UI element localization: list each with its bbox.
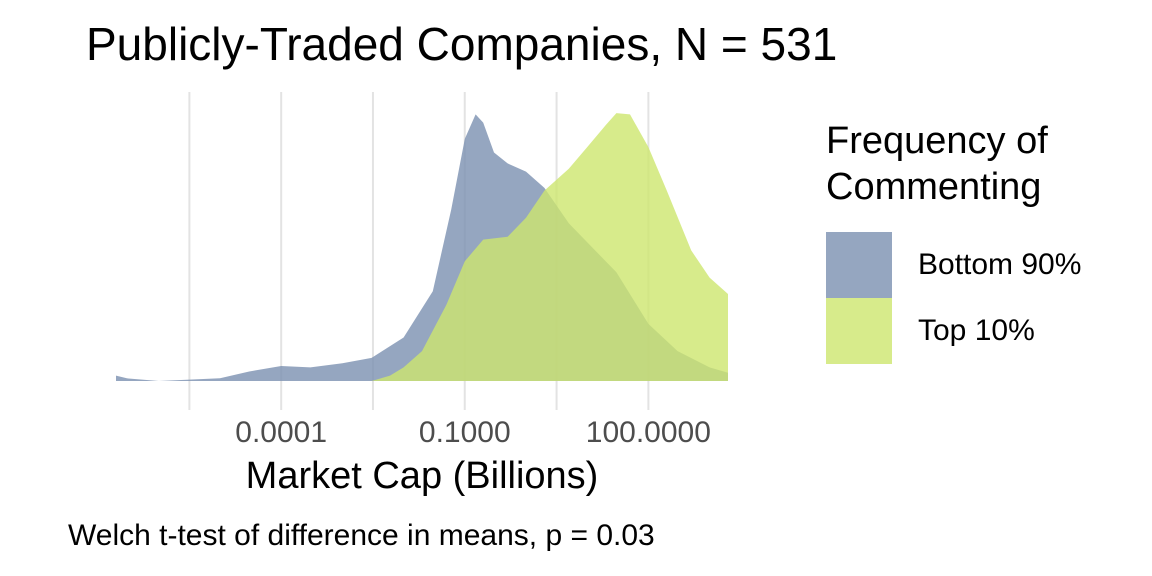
x-axis-ticks: 0.0001 0.1000 100.0000 [235, 416, 711, 449]
legend-label: Bottom 90% [918, 248, 1082, 281]
legend-label: Top 10% [918, 314, 1035, 347]
density-areas [116, 113, 728, 382]
legend-key-top-10 [826, 298, 892, 364]
legend-item: Bottom 90% [826, 232, 1081, 298]
x-tick-label: 0.1000 [419, 416, 511, 449]
x-axis-title: Market Cap (Billions) [245, 455, 599, 497]
x-tick-label: 0.0001 [235, 416, 327, 449]
legend: Frequency of Commenting Bottom 90% Top 1… [826, 118, 1081, 364]
chart-caption: Welch t-test of difference in means, p =… [68, 519, 655, 552]
legend-title: Frequency of Commenting [826, 120, 1048, 208]
x-tick-label: 100.0000 [586, 416, 711, 449]
legend-item: Top 10% [826, 298, 1048, 364]
chart-title: Publicly-Traded Companies, N = 531 [86, 18, 838, 70]
legend-items: Bottom 90% Top 10% [826, 232, 1081, 364]
density-area-top-10 [371, 113, 728, 381]
legend-key-bottom-90 [826, 232, 892, 298]
